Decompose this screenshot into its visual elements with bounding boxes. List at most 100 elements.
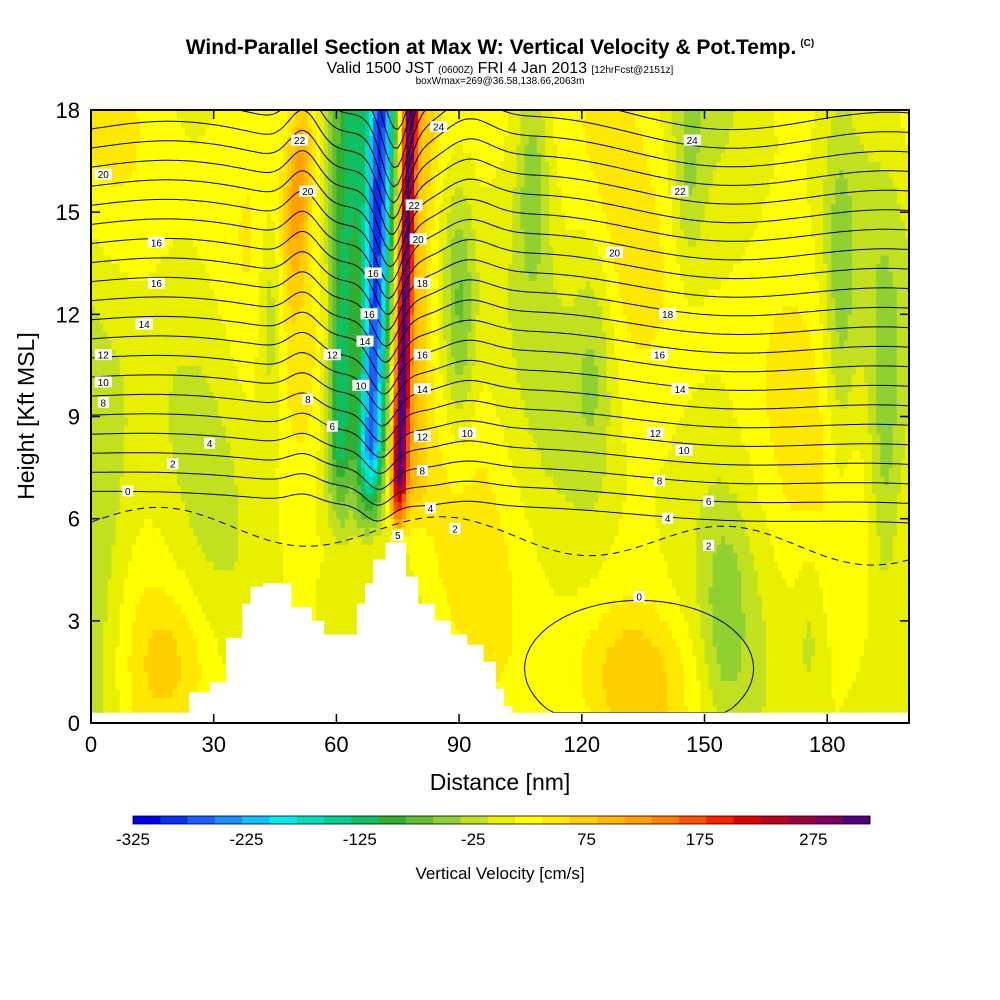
velocity-cell <box>119 135 125 145</box>
velocity-cell <box>348 484 354 494</box>
velocity-cell <box>172 586 178 596</box>
velocity-cell <box>95 442 100 452</box>
velocity-cell <box>352 169 358 179</box>
velocity-cell <box>156 373 162 384</box>
velocity-cell <box>164 493 170 503</box>
velocity-cell <box>365 578 370 588</box>
velocity-cell <box>103 578 108 588</box>
velocity-cell <box>180 297 186 307</box>
velocity-cell <box>217 127 223 137</box>
velocity-cell <box>180 237 186 247</box>
velocity-cell <box>311 467 317 477</box>
velocity-cell <box>148 697 153 707</box>
velocity-cell <box>164 399 170 409</box>
velocity-cell <box>348 510 354 520</box>
velocity-cell <box>99 654 104 664</box>
velocity-cell <box>369 220 374 230</box>
velocity-cell <box>307 382 313 392</box>
velocity-cell <box>336 612 342 622</box>
velocity-cell <box>197 561 203 571</box>
velocity-cell <box>119 680 125 690</box>
velocity-cell <box>91 510 96 520</box>
velocity-cell <box>332 263 337 273</box>
velocity-cell <box>287 484 293 494</box>
velocity-cell <box>303 195 309 205</box>
velocity-cell <box>332 510 337 520</box>
velocity-cell <box>369 118 374 128</box>
velocity-cell <box>238 510 243 520</box>
velocity-cell <box>246 246 252 256</box>
velocity-cell <box>275 288 280 298</box>
velocity-cell <box>348 442 354 452</box>
velocity-cell <box>225 552 231 562</box>
velocity-cell <box>307 305 313 315</box>
velocity-cell <box>123 229 129 239</box>
velocity-cell <box>115 595 121 605</box>
velocity-cell <box>123 671 129 682</box>
velocity-cell <box>299 578 305 588</box>
velocity-cell <box>348 144 354 154</box>
velocity-cell <box>307 595 313 605</box>
velocity-cell <box>127 186 133 196</box>
velocity-cell <box>254 382 260 392</box>
velocity-cell <box>152 178 158 188</box>
velocity-cell <box>103 663 108 673</box>
velocity-cell <box>209 484 215 494</box>
velocity-cell <box>197 663 203 673</box>
velocity-cell <box>164 305 170 315</box>
velocity-cell <box>148 373 153 384</box>
velocity-cell <box>119 501 125 511</box>
velocity-cell <box>303 467 309 477</box>
velocity-cell <box>189 203 194 213</box>
velocity-cell <box>91 688 96 699</box>
velocity-cell <box>189 144 194 154</box>
velocity-cell <box>213 229 219 239</box>
velocity-cell <box>365 135 370 145</box>
velocity-cell <box>315 425 321 435</box>
velocity-cell <box>291 561 297 571</box>
velocity-cell <box>332 110 337 120</box>
velocity-cell <box>91 595 96 605</box>
velocity-cell <box>131 144 137 154</box>
velocity-cell <box>135 544 141 554</box>
velocity-cell <box>176 459 182 469</box>
velocity-cell <box>238 365 243 375</box>
velocity-cell <box>336 373 342 384</box>
velocity-cell <box>172 152 178 162</box>
velocity-cell <box>230 390 235 401</box>
velocity-cell <box>246 407 252 418</box>
velocity-cell <box>197 629 203 639</box>
velocity-cell <box>270 246 276 256</box>
velocity-cell <box>148 663 153 673</box>
velocity-cell <box>369 365 374 375</box>
velocity-cell <box>176 697 182 707</box>
velocity-cell <box>209 416 215 426</box>
velocity-cell <box>99 484 104 494</box>
velocity-cell <box>258 144 264 154</box>
velocity-cell <box>205 263 211 273</box>
velocity-cell <box>107 144 113 154</box>
velocity-cell <box>332 620 337 630</box>
velocity-cell <box>250 314 256 324</box>
velocity-cell <box>164 322 170 332</box>
velocity-cell <box>365 246 370 256</box>
velocity-cell <box>140 501 145 511</box>
velocity-cell <box>189 450 194 460</box>
velocity-cell <box>238 425 243 435</box>
velocity-cell <box>320 569 325 579</box>
velocity-cell <box>307 467 313 477</box>
velocity-cell <box>299 356 305 367</box>
velocity-cell <box>311 280 317 290</box>
velocity-cell <box>275 237 280 247</box>
velocity-cell <box>336 169 342 179</box>
velocity-cell <box>287 373 293 384</box>
velocity-cell <box>176 178 182 188</box>
velocity-cell <box>238 399 243 409</box>
velocity-cell <box>119 288 125 298</box>
velocity-cell <box>336 433 342 443</box>
velocity-cell <box>234 271 239 281</box>
velocity-cell <box>270 135 276 145</box>
velocity-cell <box>295 246 301 256</box>
velocity-cell <box>185 297 190 307</box>
velocity-cell <box>209 561 215 571</box>
